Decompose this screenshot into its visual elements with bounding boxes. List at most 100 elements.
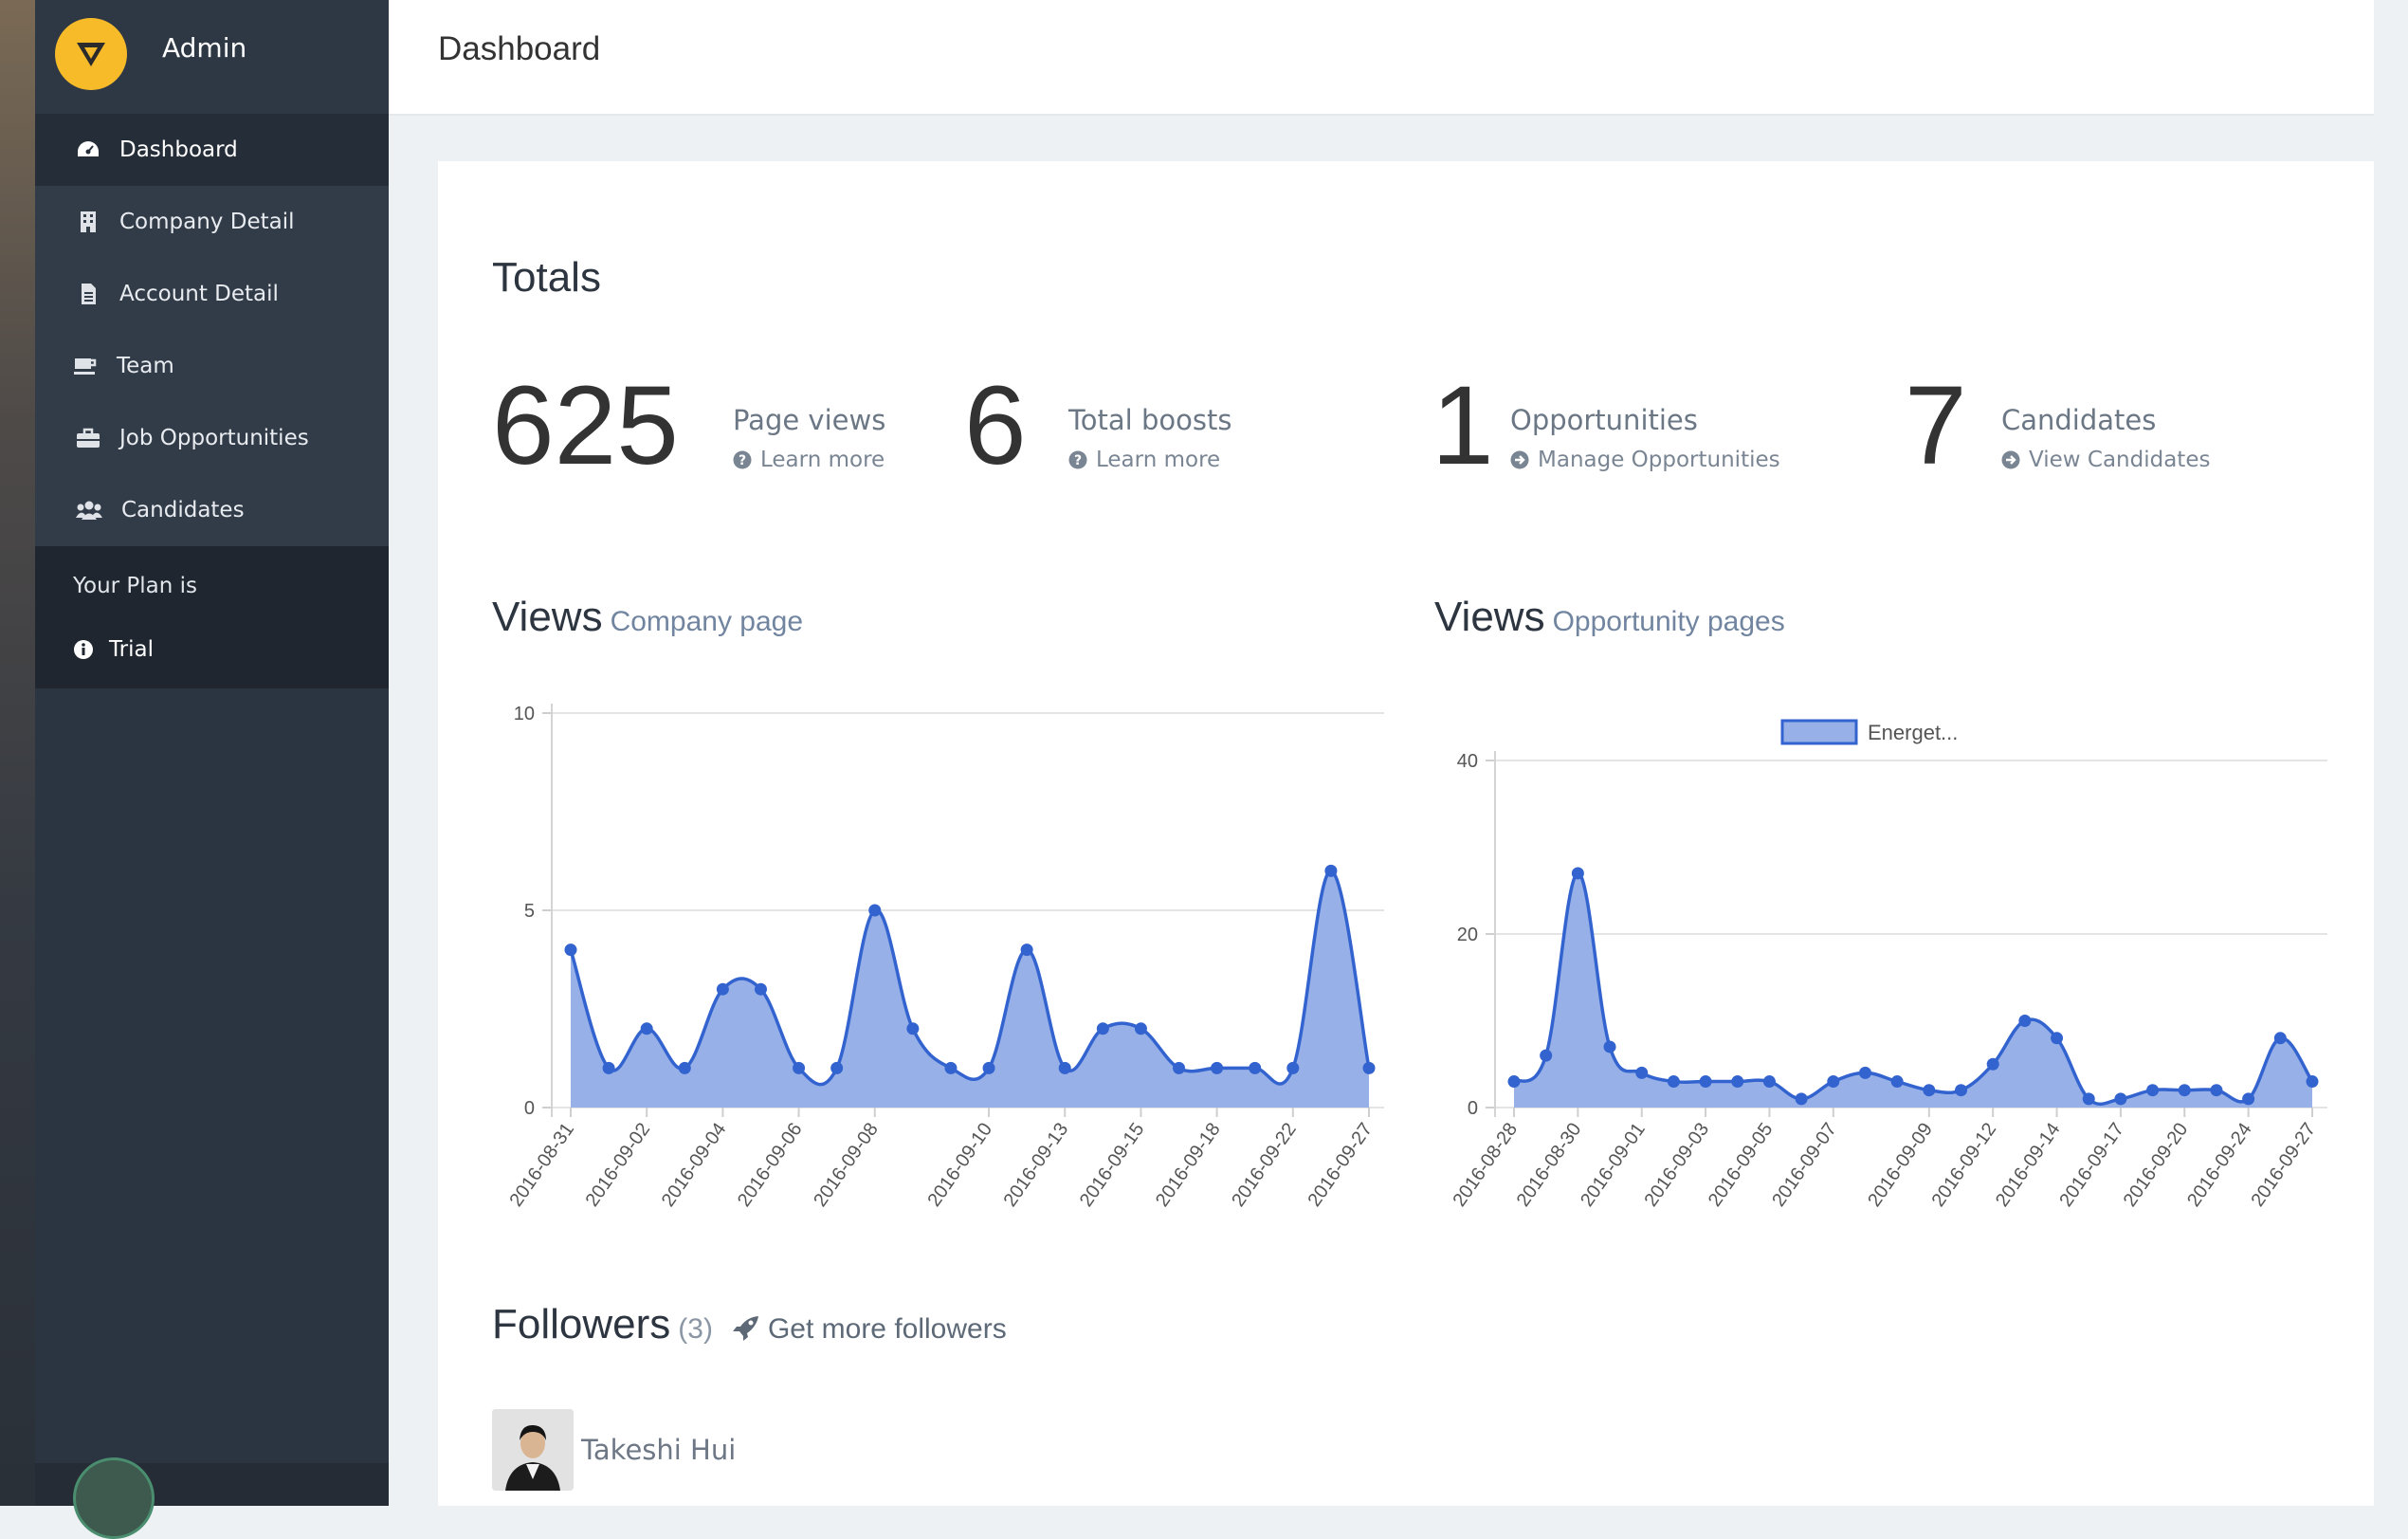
- views-opportunity-heading: Views Opportunity pages: [1434, 594, 1785, 641]
- x-tick-label: 2016-09-08: [810, 1119, 883, 1210]
- data-point[interactable]: [1827, 1075, 1840, 1089]
- x-tick-label: 2016-09-02: [582, 1119, 655, 1210]
- sidebar-item-account-detail[interactable]: Account Detail: [35, 258, 389, 330]
- data-point[interactable]: [1635, 1066, 1649, 1079]
- data-point[interactable]: [716, 982, 729, 996]
- data-point[interactable]: [1134, 1022, 1147, 1035]
- data-point[interactable]: [868, 904, 882, 917]
- data-point[interactable]: [2018, 1015, 2032, 1027]
- data-point[interactable]: [2146, 1084, 2160, 1097]
- data-point[interactable]: [2178, 1084, 2191, 1097]
- data-point[interactable]: [2273, 1032, 2287, 1045]
- sidebar-item-company-detail[interactable]: Company Detail: [35, 186, 389, 258]
- stat-link-label: Learn more: [760, 448, 885, 472]
- x-tick-label: 2016-09-12: [1928, 1119, 2001, 1210]
- x-tick-label: 2016-08-30: [1513, 1119, 1586, 1210]
- sidebar-item-job-opportunities[interactable]: Job Opportunities: [35, 402, 389, 474]
- data-point[interactable]: [1699, 1075, 1712, 1089]
- get-more-followers-link[interactable]: Get more followers: [732, 1313, 1007, 1346]
- data-point[interactable]: [2114, 1092, 2127, 1106]
- get-more-followers-label: Get more followers: [767, 1313, 1007, 1345]
- data-point[interactable]: [1571, 867, 1584, 880]
- series-area: [1514, 872, 2312, 1108]
- sidebar-item-dashboard[interactable]: Dashboard: [35, 114, 389, 186]
- data-point[interactable]: [2082, 1092, 2095, 1106]
- data-point[interactable]: [1249, 1061, 1262, 1074]
- data-point[interactable]: [1858, 1066, 1871, 1079]
- sidebar: Admin Dashboard Company Detail Account D…: [35, 0, 389, 1539]
- data-point[interactable]: [1667, 1075, 1680, 1089]
- data-point[interactable]: [1020, 944, 1033, 957]
- follower-item[interactable]: Takeshi Hui: [492, 1409, 736, 1491]
- arrow-circle-right-icon: [1510, 450, 1529, 469]
- sidebar-item-label: Team: [117, 354, 174, 378]
- stat-link-learn-more[interactable]: ? Learn more: [1068, 448, 1220, 472]
- sidebar-item-label: Account Detail: [119, 282, 279, 306]
- brand: Admin: [35, 0, 389, 114]
- stat-value: 6: [964, 363, 1027, 488]
- data-point[interactable]: [1923, 1084, 1936, 1097]
- followers-title: Followers: [492, 1301, 671, 1347]
- x-tick-label: 2016-09-13: [1000, 1119, 1073, 1210]
- data-point[interactable]: [1731, 1075, 1744, 1089]
- data-point[interactable]: [754, 982, 767, 996]
- plan-panel: Your Plan is Trial: [35, 546, 389, 688]
- x-tick-label: 2016-09-27: [1304, 1119, 1377, 1210]
- x-tick-label: 2016-08-31: [505, 1119, 578, 1210]
- data-point[interactable]: [1324, 864, 1338, 877]
- stat-link-manage-opportunities[interactable]: Manage Opportunities: [1510, 448, 1780, 472]
- data-point[interactable]: [1362, 1061, 1376, 1074]
- building-icon: [81, 211, 96, 232]
- data-point[interactable]: [830, 1061, 844, 1074]
- svg-text:?: ?: [1074, 453, 1082, 468]
- data-point[interactable]: [1211, 1061, 1224, 1074]
- legend-swatch[interactable]: [1780, 719, 1858, 745]
- x-tick-label: 2016-08-28: [1449, 1119, 1522, 1210]
- data-point[interactable]: [1096, 1022, 1109, 1035]
- sidebar-item-team[interactable]: Team: [35, 330, 389, 402]
- data-point[interactable]: [602, 1061, 615, 1074]
- data-point[interactable]: [564, 944, 577, 957]
- stat-link-view-candidates[interactable]: View Candidates: [2001, 448, 2210, 472]
- x-tick-label: 2016-09-09: [1864, 1119, 1937, 1210]
- data-point[interactable]: [2210, 1084, 2223, 1097]
- data-point[interactable]: [982, 1061, 995, 1074]
- data-point[interactable]: [1058, 1061, 1071, 1074]
- data-point[interactable]: [1540, 1049, 1553, 1062]
- series-line: [569, 869, 1371, 1087]
- data-point[interactable]: [1603, 1040, 1616, 1053]
- plan-trial[interactable]: Trial: [35, 614, 389, 685]
- data-point[interactable]: [678, 1061, 691, 1074]
- data-point[interactable]: [1795, 1092, 1808, 1106]
- data-point[interactable]: [1507, 1075, 1521, 1089]
- data-point[interactable]: [944, 1061, 958, 1074]
- stat-link-learn-more[interactable]: ? Learn more: [733, 448, 885, 472]
- user-avatar[interactable]: [73, 1457, 155, 1539]
- x-tick-label: 2016-09-18: [1152, 1119, 1225, 1210]
- series-area: [571, 870, 1369, 1108]
- window-edge: [0, 0, 35, 1506]
- app-name: Admin: [162, 32, 247, 64]
- plan-label: Your Plan is: [73, 574, 198, 598]
- data-point[interactable]: [1955, 1084, 1968, 1097]
- data-point[interactable]: [2306, 1075, 2319, 1089]
- legend-label[interactable]: Energet...: [1868, 721, 1958, 744]
- x-tick-label: 2016-09-10: [923, 1119, 996, 1210]
- logo-icon[interactable]: [55, 18, 127, 90]
- data-point[interactable]: [2242, 1092, 2255, 1106]
- data-point[interactable]: [2051, 1032, 2064, 1045]
- data-point[interactable]: [1986, 1057, 1999, 1071]
- follower-name: Takeshi Hui: [581, 1434, 737, 1466]
- data-point[interactable]: [1762, 1075, 1776, 1089]
- data-point[interactable]: [1173, 1061, 1186, 1074]
- data-point[interactable]: [1890, 1075, 1904, 1089]
- data-point[interactable]: [793, 1061, 806, 1074]
- coffee-icon: [74, 358, 97, 375]
- data-point[interactable]: [1286, 1061, 1300, 1074]
- dashboard-icon: [78, 141, 99, 156]
- sidebar-item-candidates[interactable]: Candidates: [35, 474, 389, 546]
- views-opportunity-subtitle: Opportunity pages: [1552, 606, 1785, 637]
- data-point[interactable]: [906, 1022, 920, 1035]
- x-tick-label: 2016-09-15: [1076, 1119, 1149, 1210]
- data-point[interactable]: [640, 1022, 653, 1035]
